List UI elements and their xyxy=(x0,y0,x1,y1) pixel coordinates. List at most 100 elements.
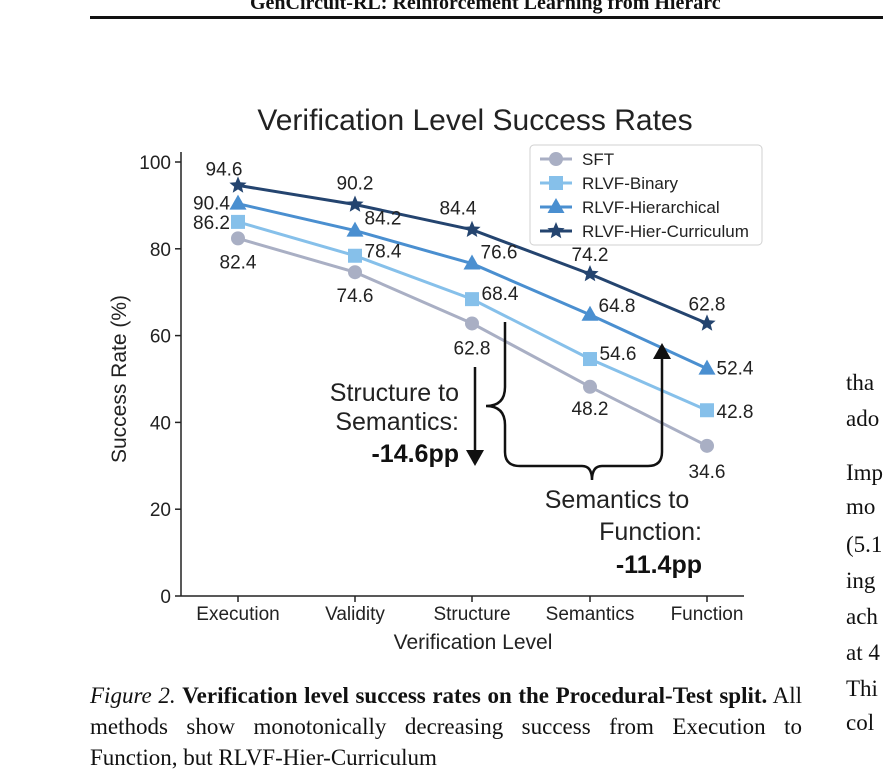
series-point xyxy=(581,265,599,282)
series-sft xyxy=(231,231,714,453)
series-point xyxy=(348,265,362,280)
series-point xyxy=(231,214,245,229)
data-label: 52.4 xyxy=(717,359,754,380)
right-column-line-0: tha xyxy=(846,370,875,395)
axes: 0 20 40 60 80 100 Execution Validity Structure Se… xyxy=(139,152,744,625)
y-axis-label: Success Rate (%) xyxy=(108,295,131,463)
right-column-line-4: (5.1 xyxy=(846,532,883,557)
right-column-line-1: ado xyxy=(846,406,880,431)
legend-swatch-marker xyxy=(549,152,563,166)
data-label: 84.2 xyxy=(365,209,402,230)
chart-title: Verification Level Success Rates xyxy=(257,104,692,137)
arrow-up-head xyxy=(653,343,671,359)
data-label: 76.6 xyxy=(481,243,518,264)
series-point xyxy=(346,195,364,212)
series-point xyxy=(231,231,245,246)
data-label: 90.4 xyxy=(193,194,230,215)
data-label: 62.8 xyxy=(454,338,491,359)
y-tick-label: 100 xyxy=(139,153,171,174)
series-point xyxy=(229,194,247,210)
legend-label: SFT xyxy=(582,150,614,169)
right-column-line-6: ach xyxy=(846,604,878,629)
series-point xyxy=(463,254,481,270)
y-tick-label: 60 xyxy=(150,327,171,348)
y-tick-label: 80 xyxy=(150,240,171,261)
data-label: 48.2 xyxy=(572,399,609,420)
data-label: 90.2 xyxy=(337,174,374,195)
annotation-structure-semantics-line1: Structure to xyxy=(330,379,459,407)
figure-caption: Figure 2. Verification level success rat… xyxy=(90,680,802,773)
legend-item-rlvf-hier-curriculum: RLVF-Hier-Curriculum xyxy=(540,222,749,241)
data-label: 42.8 xyxy=(717,402,754,423)
series-layer xyxy=(229,176,716,453)
right-column-line-9: col xyxy=(846,710,875,735)
series-point xyxy=(465,316,479,331)
series-rlvf-hier-curriculum xyxy=(229,176,716,331)
series-point xyxy=(583,379,597,394)
data-label: 62.8 xyxy=(689,294,726,315)
x-tick-label: Function xyxy=(671,604,744,625)
data-label: 78.4 xyxy=(365,242,402,263)
header-rule xyxy=(90,16,883,19)
x-tick-label: Execution xyxy=(196,604,279,625)
y-tick-label: 0 xyxy=(160,587,171,608)
series-point xyxy=(348,248,362,263)
series-point xyxy=(700,438,714,453)
x-tick-label: Validity xyxy=(325,604,385,625)
data-label: 54.6 xyxy=(600,344,637,365)
legend-item-sft: SFT xyxy=(540,150,614,169)
legend: SFT RLVF-Binary RLVF-Hierarchical RLVF-Hier… xyxy=(529,144,763,246)
series-point xyxy=(700,403,714,418)
series-point xyxy=(581,305,599,321)
series-rlvf-binary xyxy=(231,214,714,418)
running-title: GenCircuit-RL: Reinforcement Learning fr… xyxy=(250,0,721,14)
legend-item-rlvf-hierarchical: RLVF-Hierarchical xyxy=(540,198,720,217)
series-rlvf-hierarchical xyxy=(229,194,716,375)
arrow-down-head xyxy=(466,450,484,466)
annotation-semantics-function-line2: Function: xyxy=(599,518,702,546)
right-column-line-3: mo xyxy=(846,494,876,519)
legend-box xyxy=(529,144,763,246)
legend-swatch-marker xyxy=(547,222,565,239)
legend-item-rlvf-binary: RLVF-Binary xyxy=(540,174,679,193)
annotations: Structure to Semantics: -14.6pp Semantic… xyxy=(330,322,702,579)
legend-label: RLVF-Binary xyxy=(582,174,679,193)
annotation-structure-semantics-line2: Semantics: xyxy=(335,408,459,436)
y-tick-label: 40 xyxy=(150,413,171,434)
series-point xyxy=(463,220,481,237)
right-column-line-8: Thi xyxy=(846,676,878,701)
caption-figure-label: Figure 2. xyxy=(90,683,176,708)
data-labels: 82.4 74.6 62.8 48.2 34.6 86.2 78.4 68.4 54.6 42.8… xyxy=(193,159,754,482)
success-rate-chart: Verification Level Success Rates Verific… xyxy=(108,104,763,654)
legend-swatch-marker xyxy=(547,198,565,213)
data-label: 94.6 xyxy=(206,159,243,180)
data-label: 84.4 xyxy=(440,199,477,220)
series-point xyxy=(698,314,716,331)
y-tick-label: 20 xyxy=(150,500,171,521)
data-label: 74.6 xyxy=(337,286,374,307)
annotation-semantics-function-line1: Semantics to xyxy=(545,486,690,514)
data-label: 68.4 xyxy=(482,284,519,305)
data-label: 34.6 xyxy=(689,462,726,483)
data-label: 82.4 xyxy=(220,252,257,273)
series-point xyxy=(465,292,479,307)
x-axis-label: Verification Level xyxy=(394,631,553,654)
annotation-semantics-function-value: -11.4pp xyxy=(616,551,702,579)
right-column-line-2: Imp xyxy=(846,460,883,485)
series-point xyxy=(346,221,364,237)
caption-title: Verification level success rates on the … xyxy=(182,683,768,708)
data-label: 74.2 xyxy=(572,245,609,266)
x-tick-label: Semantics xyxy=(546,604,635,625)
legend-label: RLVF-Hier-Curriculum xyxy=(582,222,749,241)
data-label: 64.8 xyxy=(599,296,636,317)
brace-vertical xyxy=(485,322,664,481)
annotation-structure-semantics-value: -14.6pp xyxy=(371,440,459,468)
series-point xyxy=(229,176,247,193)
series-line xyxy=(237,220,708,412)
series-point xyxy=(698,359,716,375)
right-column-line-7: at 4 xyxy=(846,640,880,665)
right-column-line-5: ing xyxy=(846,568,876,593)
x-tick-label: Structure xyxy=(433,604,510,625)
legend-swatch-marker xyxy=(549,176,563,190)
legend-label: RLVF-Hierarchical xyxy=(582,198,720,217)
